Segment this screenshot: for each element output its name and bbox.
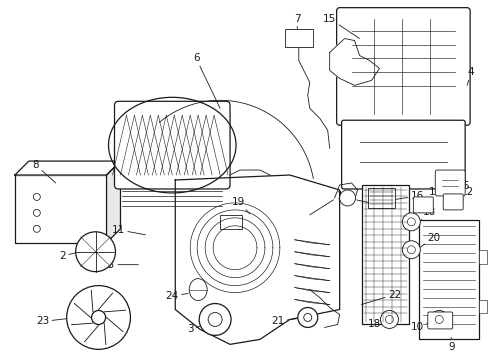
Circle shape <box>429 310 447 328</box>
Bar <box>361 185 408 324</box>
FancyBboxPatch shape <box>114 101 229 189</box>
Circle shape <box>33 225 40 232</box>
Circle shape <box>208 312 222 327</box>
Circle shape <box>297 307 317 328</box>
Bar <box>15 175 106 243</box>
Bar <box>367 188 395 208</box>
Text: 19: 19 <box>231 197 249 214</box>
Polygon shape <box>329 39 379 85</box>
Text: 15: 15 <box>323 14 359 39</box>
Text: 4: 4 <box>466 67 473 85</box>
Text: 10: 10 <box>410 321 430 332</box>
Ellipse shape <box>189 279 207 301</box>
Text: 5: 5 <box>460 181 468 191</box>
Text: 7: 7 <box>294 14 301 36</box>
Text: 17: 17 <box>356 200 390 211</box>
Text: 24: 24 <box>165 291 188 301</box>
Text: 13: 13 <box>102 260 138 270</box>
Circle shape <box>402 241 420 259</box>
Polygon shape <box>175 175 339 345</box>
Bar <box>220 215 242 229</box>
Bar <box>419 220 478 339</box>
Bar <box>478 250 486 264</box>
Text: 3: 3 <box>186 324 202 334</box>
Text: 12: 12 <box>460 187 473 202</box>
Circle shape <box>303 314 311 321</box>
Text: 21: 21 <box>271 316 297 327</box>
Circle shape <box>380 310 398 328</box>
Polygon shape <box>15 161 120 175</box>
Circle shape <box>76 232 115 272</box>
Text: 8: 8 <box>32 160 56 183</box>
FancyBboxPatch shape <box>427 312 452 329</box>
Text: 6: 6 <box>192 54 220 108</box>
Text: 18: 18 <box>367 319 392 329</box>
Text: 11: 11 <box>112 225 145 235</box>
Circle shape <box>33 210 40 216</box>
Bar <box>478 300 486 314</box>
Text: 20: 20 <box>419 233 440 248</box>
FancyBboxPatch shape <box>336 8 469 125</box>
Text: 2: 2 <box>59 251 77 261</box>
FancyBboxPatch shape <box>442 194 462 210</box>
Circle shape <box>339 190 355 206</box>
Text: 9: 9 <box>447 337 453 352</box>
Text: 22: 22 <box>361 289 400 305</box>
Circle shape <box>199 303 230 336</box>
FancyBboxPatch shape <box>434 170 464 196</box>
Circle shape <box>33 193 40 201</box>
Circle shape <box>402 213 420 231</box>
FancyBboxPatch shape <box>341 120 464 189</box>
Text: 18: 18 <box>419 207 435 222</box>
Text: 14: 14 <box>428 187 441 204</box>
Bar <box>285 28 312 46</box>
Text: 16: 16 <box>392 191 423 201</box>
Polygon shape <box>106 161 120 243</box>
Circle shape <box>66 285 130 349</box>
Text: 23: 23 <box>36 316 68 327</box>
Text: 1: 1 <box>309 191 342 215</box>
Circle shape <box>91 310 105 324</box>
FancyBboxPatch shape <box>412 197 432 213</box>
